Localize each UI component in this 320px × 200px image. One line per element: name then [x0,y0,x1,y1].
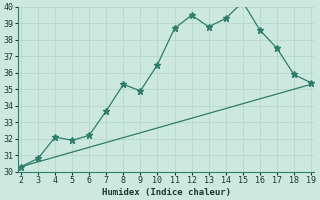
X-axis label: Humidex (Indice chaleur): Humidex (Indice chaleur) [101,188,230,197]
